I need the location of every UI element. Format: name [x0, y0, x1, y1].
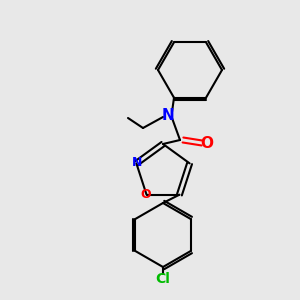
Text: O: O — [140, 188, 151, 201]
Text: N: N — [162, 107, 174, 122]
Text: O: O — [200, 136, 214, 151]
Text: N: N — [132, 156, 142, 169]
Text: Cl: Cl — [156, 272, 170, 286]
